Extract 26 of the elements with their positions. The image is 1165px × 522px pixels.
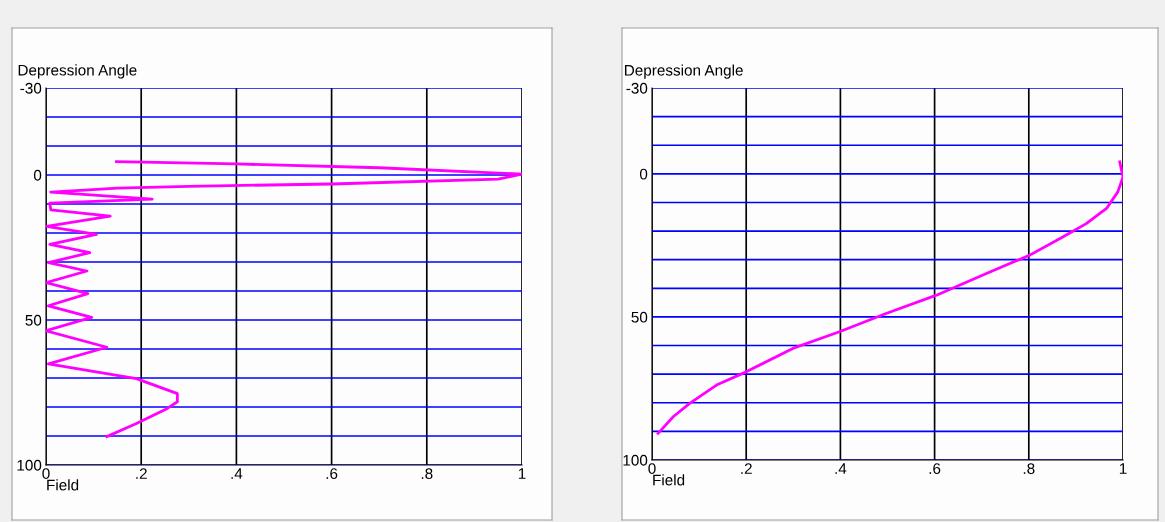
y-tick-label: -30 (626, 82, 648, 94)
x-axis-title: Field (47, 479, 79, 491)
y-tick-label: 100 (17, 459, 42, 471)
x-tick-label: 1 (1119, 463, 1127, 474)
x-tick-label: .8 (421, 468, 433, 479)
x-tick-label: .4 (231, 468, 243, 479)
y-tick-label: 50 (631, 311, 648, 323)
y-tick-label: 0 (639, 168, 648, 180)
x-tick-label: 1 (518, 468, 526, 479)
x-tick-label: .2 (136, 468, 147, 479)
x-tick-label: .6 (326, 468, 338, 479)
x-tick-label: .8 (1023, 463, 1035, 474)
x-tick-label: .4 (835, 463, 847, 474)
y-tick-label: 0 (33, 169, 42, 181)
y-axis-title: Depression Angle (624, 64, 743, 79)
y-axis-title: Depression Angle (18, 64, 137, 79)
x-tick-label: 0 (648, 463, 656, 474)
line-series (46, 160, 522, 438)
line-series (656, 160, 1123, 435)
y-tick-label: 100 (623, 454, 648, 466)
x-tick-label: .2 (741, 463, 752, 474)
y-tick-label: 50 (25, 314, 42, 326)
x-tick-label: 0 (42, 468, 50, 479)
x-axis-title: Field (653, 474, 685, 486)
x-tick-label: .6 (929, 463, 941, 474)
y-tick-label: -30 (20, 82, 42, 94)
